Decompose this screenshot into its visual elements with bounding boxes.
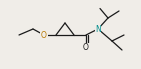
- Text: O: O: [83, 43, 89, 53]
- Text: O: O: [41, 30, 47, 39]
- Text: N: N: [95, 24, 101, 34]
